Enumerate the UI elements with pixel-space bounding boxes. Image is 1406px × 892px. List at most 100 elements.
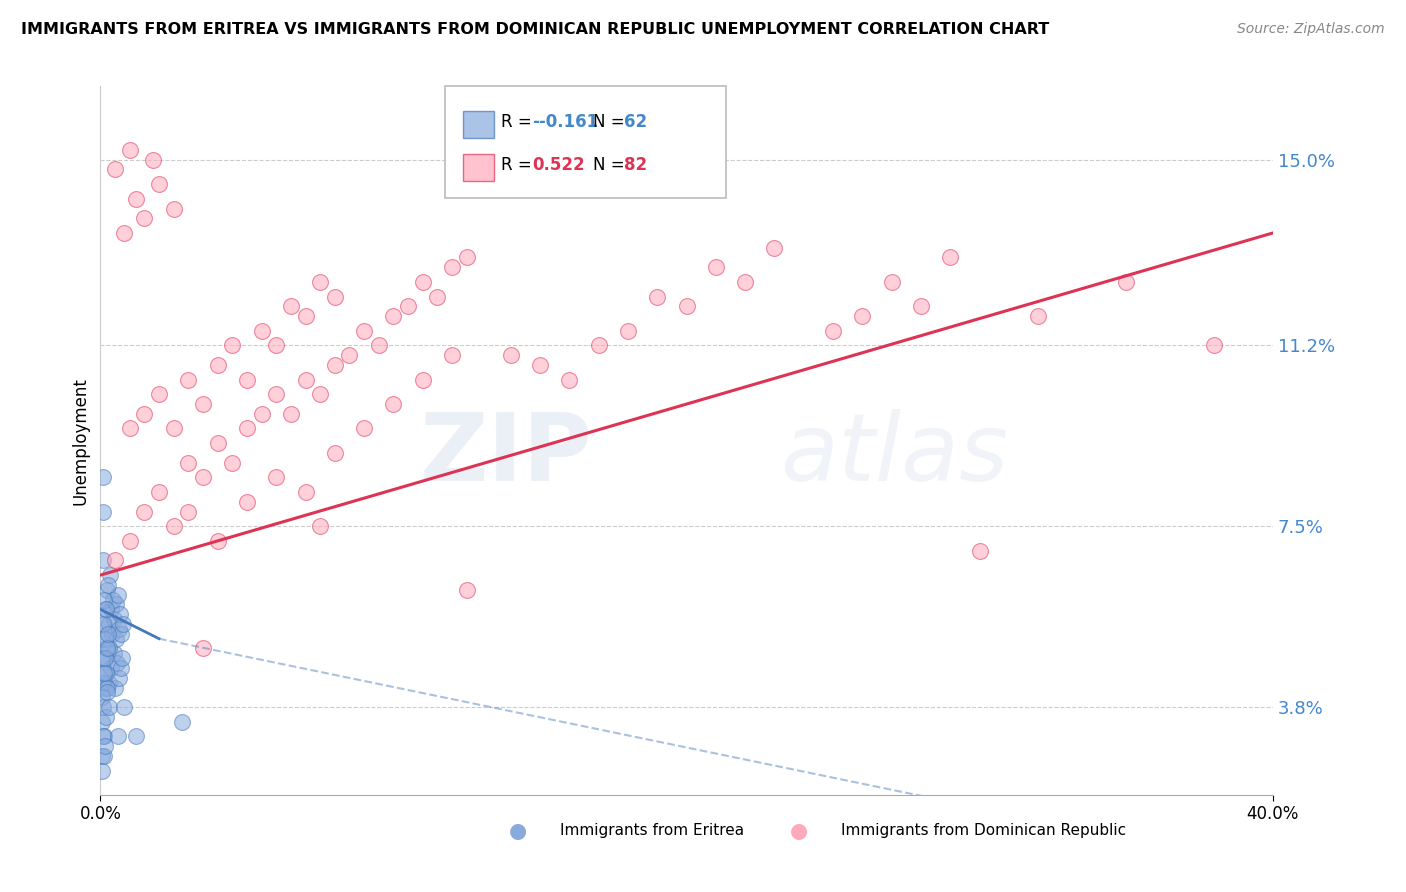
Point bbox=[134, 211, 156, 226]
Point bbox=[323, 446, 346, 460]
Point bbox=[98, 568, 121, 582]
Text: R =: R = bbox=[502, 156, 537, 174]
Point bbox=[134, 407, 156, 421]
Point bbox=[118, 533, 141, 548]
Point bbox=[236, 373, 259, 387]
Text: ●: ● bbox=[790, 821, 808, 841]
Point bbox=[162, 421, 184, 435]
Point bbox=[426, 289, 449, 303]
Point bbox=[90, 632, 112, 646]
Point bbox=[280, 407, 302, 421]
Point bbox=[124, 192, 146, 206]
Point bbox=[412, 275, 434, 289]
Text: --0.161: --0.161 bbox=[533, 112, 599, 130]
Point bbox=[177, 456, 200, 470]
Text: N =: N = bbox=[593, 156, 630, 174]
Text: atlas: atlas bbox=[780, 409, 1008, 500]
Point bbox=[172, 714, 194, 729]
Point bbox=[107, 588, 129, 602]
Point bbox=[851, 309, 873, 323]
Point bbox=[763, 241, 786, 255]
Point bbox=[588, 338, 610, 352]
Point bbox=[207, 533, 229, 548]
Point bbox=[91, 700, 114, 714]
Point bbox=[90, 714, 112, 729]
Point bbox=[96, 681, 118, 695]
Point bbox=[250, 407, 273, 421]
Text: R =: R = bbox=[502, 112, 537, 130]
Text: 0.522: 0.522 bbox=[533, 156, 585, 174]
Point bbox=[148, 387, 170, 401]
Text: 82: 82 bbox=[624, 156, 647, 174]
Point bbox=[704, 260, 727, 275]
Point bbox=[101, 592, 124, 607]
Point bbox=[264, 387, 287, 401]
Point bbox=[734, 275, 756, 289]
Point bbox=[97, 617, 120, 632]
Point bbox=[94, 665, 117, 680]
Point bbox=[110, 627, 132, 641]
Point bbox=[91, 665, 114, 680]
Point bbox=[191, 397, 214, 411]
Point bbox=[91, 505, 114, 519]
Point bbox=[969, 543, 991, 558]
Point bbox=[162, 519, 184, 533]
Point bbox=[112, 700, 135, 714]
Point bbox=[93, 748, 115, 763]
Point bbox=[90, 764, 112, 778]
Point bbox=[96, 651, 118, 665]
Point bbox=[221, 338, 243, 352]
Point bbox=[367, 338, 389, 352]
Point bbox=[105, 656, 128, 670]
Point bbox=[177, 373, 200, 387]
Point bbox=[104, 162, 127, 177]
Point bbox=[294, 485, 316, 500]
Point bbox=[97, 578, 120, 592]
Point bbox=[94, 602, 117, 616]
Point bbox=[91, 748, 114, 763]
Text: ZIP: ZIP bbox=[420, 409, 593, 501]
Point bbox=[339, 348, 361, 362]
Point bbox=[94, 632, 117, 646]
Text: Source: ZipAtlas.com: Source: ZipAtlas.com bbox=[1237, 22, 1385, 37]
Point bbox=[91, 553, 114, 567]
Point bbox=[94, 710, 117, 724]
Point bbox=[96, 685, 118, 699]
Point bbox=[823, 324, 845, 338]
Point bbox=[142, 153, 165, 167]
Point bbox=[250, 324, 273, 338]
Point bbox=[103, 612, 125, 626]
Point bbox=[294, 309, 316, 323]
Point bbox=[441, 260, 464, 275]
Point bbox=[162, 202, 184, 216]
Text: Immigrants from Dominican Republic: Immigrants from Dominican Republic bbox=[841, 823, 1126, 838]
Point bbox=[191, 470, 214, 484]
Point bbox=[93, 730, 115, 744]
Point bbox=[96, 602, 118, 616]
Point bbox=[124, 730, 146, 744]
Point bbox=[91, 617, 114, 632]
Point bbox=[94, 681, 117, 695]
Point bbox=[177, 505, 200, 519]
Point bbox=[134, 505, 156, 519]
Point bbox=[207, 358, 229, 372]
Point bbox=[939, 251, 962, 265]
Point bbox=[93, 617, 115, 632]
Point bbox=[118, 421, 141, 435]
Point bbox=[91, 730, 114, 744]
Point bbox=[90, 651, 112, 665]
Point bbox=[94, 651, 117, 665]
Point bbox=[456, 251, 478, 265]
Point bbox=[309, 275, 332, 289]
Point bbox=[309, 519, 332, 533]
Point bbox=[111, 651, 134, 665]
Point bbox=[104, 681, 127, 695]
Point bbox=[1204, 338, 1226, 352]
Point bbox=[264, 470, 287, 484]
Point bbox=[112, 226, 135, 240]
Point bbox=[323, 289, 346, 303]
Text: N =: N = bbox=[593, 112, 630, 130]
Point bbox=[94, 739, 117, 754]
Point bbox=[309, 387, 332, 401]
Text: Immigrants from Eritrea: Immigrants from Eritrea bbox=[560, 823, 744, 838]
